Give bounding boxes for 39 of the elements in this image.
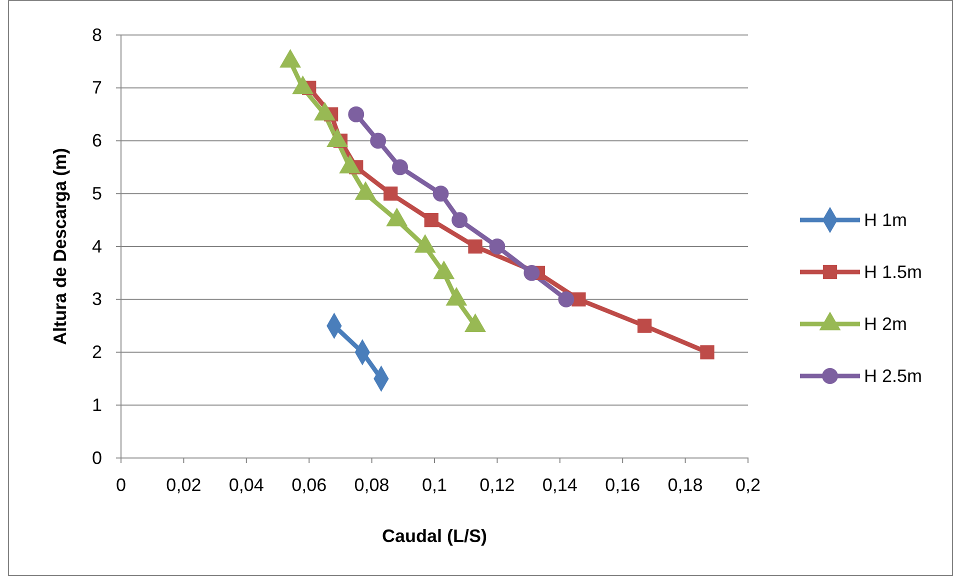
y-axis-title: Altura de Descarga (m) — [50, 148, 70, 346]
point — [558, 291, 574, 308]
legend-label: H 2m — [864, 314, 908, 334]
x-tick-label: 0,04 — [228, 474, 264, 495]
y-tick-label: 8 — [92, 24, 102, 45]
legend-label: H 1.5m — [864, 262, 922, 282]
x-tick-label: 0,1 — [422, 474, 448, 495]
x-tick-label: 0,06 — [292, 474, 327, 495]
x-tick-label: 0,08 — [354, 474, 390, 495]
legend-label: H 1m — [864, 210, 908, 230]
point — [452, 212, 468, 228]
x-tick-label: 0 — [116, 474, 126, 495]
y-tick-label: 0 — [92, 448, 102, 468]
point — [392, 159, 408, 176]
point — [489, 238, 506, 254]
y-tick-label: 3 — [92, 289, 102, 310]
x-tick-label: 0,16 — [605, 474, 640, 495]
x-tick-label: 0,12 — [480, 474, 515, 495]
point — [348, 106, 364, 122]
point — [432, 186, 449, 202]
x-tick-label: 0,02 — [166, 474, 202, 495]
point — [468, 239, 482, 254]
point — [384, 186, 398, 201]
point — [424, 212, 438, 228]
x-tick-label: 0,2 — [735, 474, 761, 495]
y-tick-label: 2 — [92, 342, 102, 362]
point — [524, 264, 540, 281]
y-tick-label: 1 — [92, 394, 102, 415]
y-tick-label: 4 — [92, 236, 102, 256]
y-tick-label: 6 — [92, 130, 102, 151]
point — [700, 345, 714, 360]
legend-label: H 2.5m — [864, 366, 922, 386]
point — [370, 132, 386, 149]
y-tick-label: 7 — [92, 78, 102, 98]
y-tick-label: 5 — [92, 183, 102, 204]
x-tick-label: 0,18 — [668, 474, 703, 495]
x-tick-label: 0,14 — [542, 474, 578, 495]
point — [637, 318, 652, 333]
x-axis-title: Caudal (L/S) — [382, 526, 488, 546]
